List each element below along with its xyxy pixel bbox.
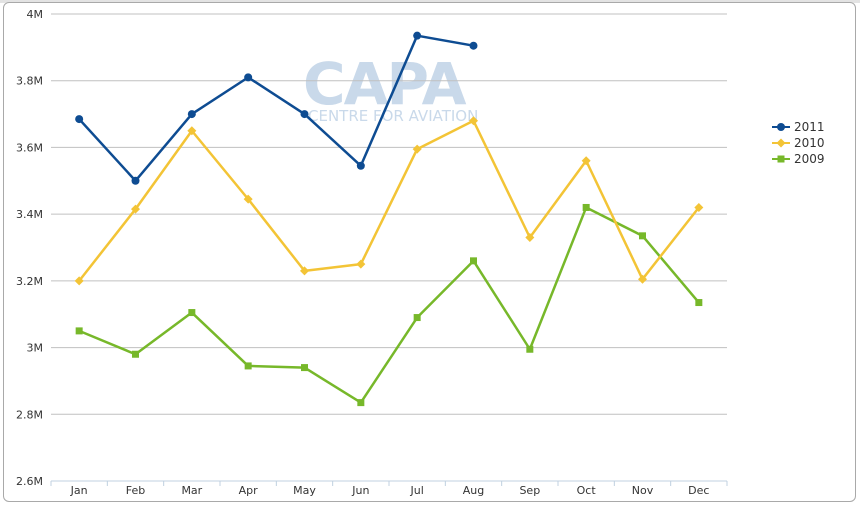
data-point-2010 <box>694 202 704 212</box>
y-tick-label: 2.8M <box>16 408 43 421</box>
x-tick-label: Feb <box>126 484 145 497</box>
data-point-2009 <box>244 362 252 370</box>
data-point-2009 <box>526 345 534 353</box>
data-point-2011 <box>469 41 478 50</box>
data-point-2010 <box>131 204 140 214</box>
x-tick-label: Nov <box>632 484 654 497</box>
x-tick-label: Jan <box>70 484 88 497</box>
series-line-2011 <box>78 34 474 183</box>
data-point-2010 <box>243 194 253 204</box>
series-line-2010 <box>78 119 700 282</box>
series-2009 <box>75 203 703 407</box>
legend-marker <box>777 123 785 131</box>
x-tick-label: Sep <box>519 484 540 497</box>
data-point-2009 <box>301 364 308 372</box>
data-point-2010 <box>356 259 366 269</box>
data-point-2009 <box>132 350 139 358</box>
y-tick-label: 4M <box>27 8 44 21</box>
x-tick-label: May <box>293 484 316 497</box>
legend-label: 2009 <box>794 152 825 166</box>
data-point-2010 <box>469 116 478 126</box>
y-tick-label: 2.6M <box>16 475 43 488</box>
data-point-2009 <box>639 232 646 240</box>
data-point-2011 <box>131 176 140 185</box>
data-point-2010 <box>74 276 84 286</box>
legend-marker <box>777 155 785 163</box>
x-tick-label: Jul <box>410 484 424 497</box>
data-point-2010 <box>412 144 422 154</box>
legend-marker <box>776 138 786 148</box>
x-tick-label: Aug <box>463 484 484 497</box>
x-tick-label: Oct <box>577 484 597 497</box>
data-point-2009 <box>413 314 421 322</box>
data-point-2011 <box>244 73 253 82</box>
legend-item-2011[interactable]: 2011 <box>772 120 825 134</box>
data-point-2009 <box>357 399 365 407</box>
top-strip <box>0 0 860 3</box>
watermark-tagline: CENTRE FOR AVIATION <box>308 107 478 125</box>
x-tick-label: Mar <box>181 484 202 497</box>
legend: 2011 2010 2009 <box>772 120 825 166</box>
data-point-2009 <box>75 327 83 335</box>
legend-item-2010[interactable]: 2010 <box>772 136 825 150</box>
data-point-2010 <box>581 156 591 166</box>
legend-item-2009[interactable]: 2009 <box>772 152 825 166</box>
data-point-2011 <box>356 161 365 170</box>
data-point-2009 <box>188 309 196 317</box>
x-tick-label: Dec <box>688 484 709 497</box>
data-point-2011 <box>413 31 422 40</box>
series-2010 <box>74 116 704 286</box>
data-point-2011 <box>300 110 309 119</box>
y-tick-label: 3.8M <box>16 75 43 88</box>
legend-label: 2011 <box>794 120 825 134</box>
data-point-2009 <box>582 203 590 211</box>
series-2011 <box>75 31 478 185</box>
x-tick-label: Jun <box>351 484 369 497</box>
y-tick-label: 3.2M <box>16 275 43 288</box>
legend-label: 2010 <box>794 136 825 150</box>
series-line-2009 <box>78 206 700 404</box>
chart-frame <box>3 2 856 502</box>
data-point-2010 <box>638 274 647 284</box>
data-point-2010 <box>525 232 535 242</box>
capa-watermark: CAPA CENTRE FOR AVIATION <box>303 50 478 125</box>
data-point-2011 <box>75 115 84 124</box>
data-point-2011 <box>187 110 196 119</box>
y-tick-label: 3M <box>27 342 44 355</box>
data-point-2010 <box>187 126 197 136</box>
axes: 2.6M 2.8M 3M 3.2M 3.4M 3.6M 3.8M 4M Jan Feb Mar Apr… <box>16 8 728 497</box>
y-tick-label: 3.6M <box>16 141 43 154</box>
grid-lines <box>51 13 727 415</box>
y-tick-label: 3.4M <box>16 208 43 221</box>
series-lines <box>74 31 704 407</box>
data-point-2010 <box>300 266 309 276</box>
data-point-2009 <box>695 299 703 307</box>
x-tick-label: Apr <box>239 484 259 497</box>
data-point-2009 <box>470 257 477 265</box>
